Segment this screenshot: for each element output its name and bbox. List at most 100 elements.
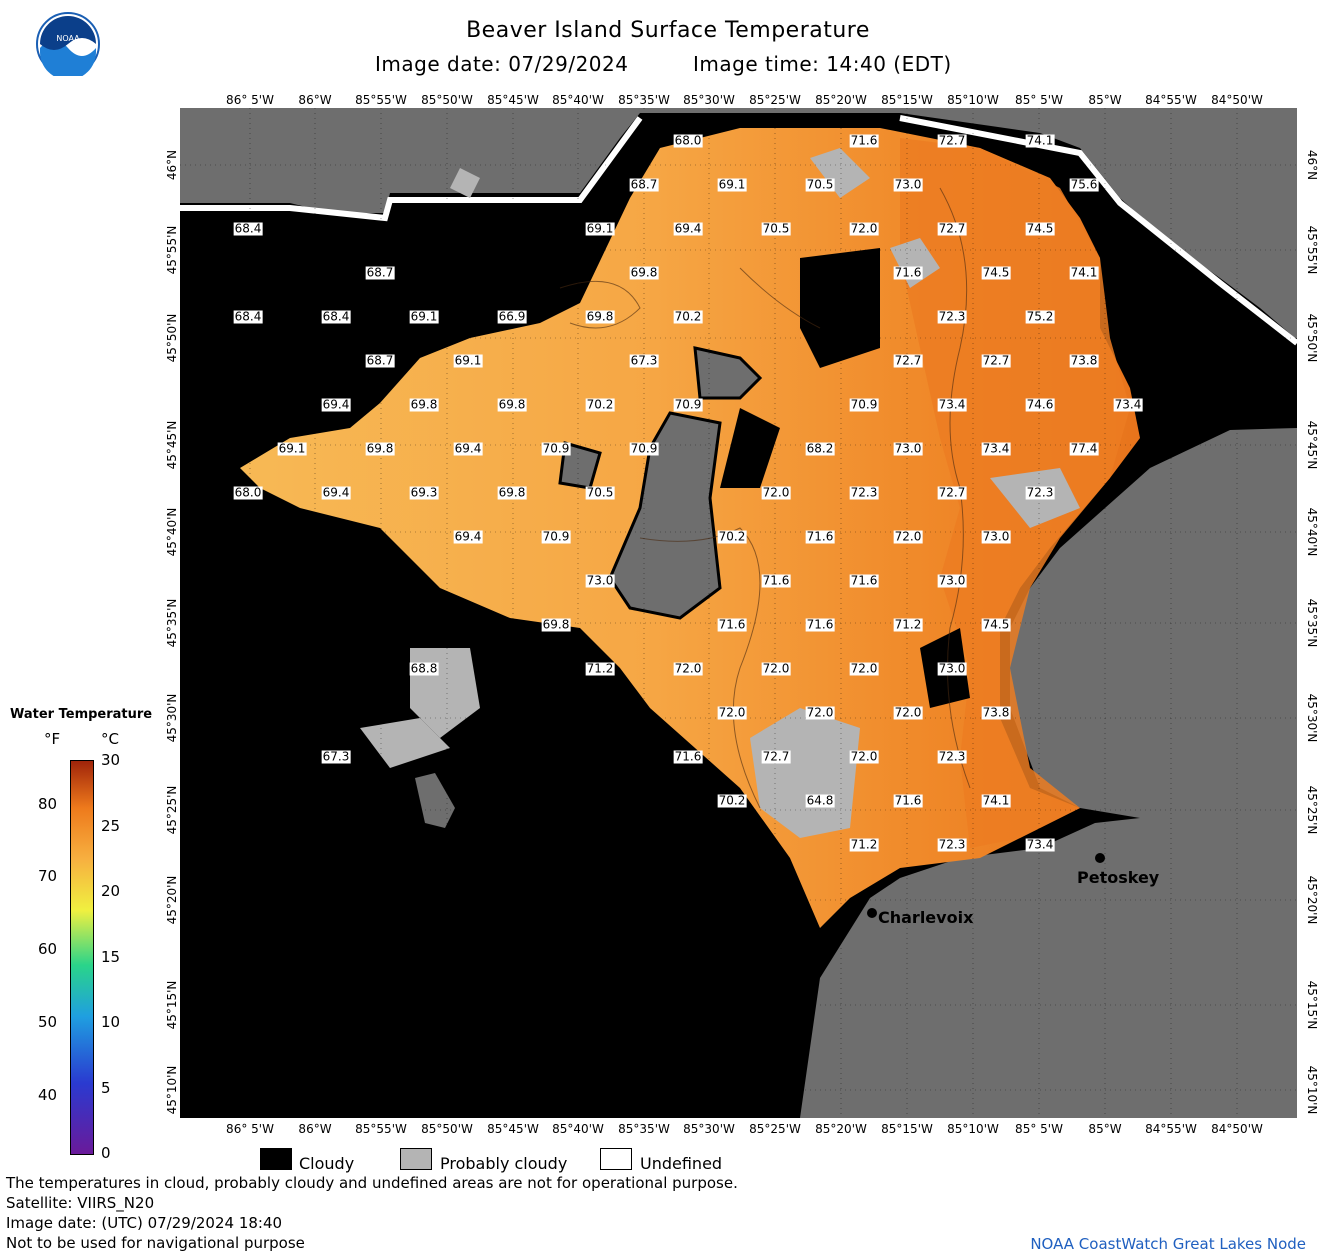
charlevoix-marker — [867, 908, 877, 918]
temperature-value-label: 70.9 — [849, 397, 879, 412]
temperature-value-label: 72.0 — [893, 705, 923, 720]
temperature-value-label: 71.6 — [673, 749, 703, 764]
lon-label-top: 85°15'W — [881, 93, 933, 107]
lat-label-right: 45°35'N — [1305, 598, 1319, 648]
lon-label-bottom: 85°45'W — [487, 1122, 539, 1136]
temperature-value-label: 71.2 — [893, 617, 923, 632]
image-time: Image time: 14:40 (EDT) — [693, 52, 952, 76]
colorbar-c-tick: 10 — [101, 1013, 121, 1031]
temperature-value-label: 73.0 — [937, 661, 967, 676]
legend-swatch-cloudy — [260, 1148, 292, 1170]
temperature-value-label: 72.7 — [937, 221, 967, 236]
temperature-value-label: 72.0 — [849, 749, 879, 764]
footer-disclaimer: The temperatures in cloud, probably clou… — [6, 1174, 738, 1192]
lon-label-bottom: 85°40'W — [552, 1122, 604, 1136]
colorbar-c-tick: 5 — [101, 1078, 111, 1097]
land-north-white-edge — [180, 115, 1297, 346]
lon-label-top: 85°35'W — [618, 93, 670, 107]
lon-label-top: 85°55'W — [355, 93, 407, 107]
lat-label-right: 45°30'N — [1305, 693, 1319, 743]
lat-label-right: 45°15'N — [1305, 980, 1319, 1030]
lat-label-right: 45°45'N — [1305, 420, 1319, 470]
temperature-value-label: 68.4 — [233, 309, 263, 324]
temperature-value-label: 70.9 — [541, 441, 571, 456]
temperature-value-label: 71.6 — [849, 573, 879, 588]
temperature-value-label: 69.1 — [717, 177, 747, 192]
lon-label-top: 85°W — [1088, 93, 1122, 107]
lat-label-left: 46°N — [165, 149, 179, 181]
lat-label-right: 45°40'N — [1305, 507, 1319, 557]
temperature-value-label: 72.7 — [761, 749, 791, 764]
temperature-value-label: 73.8 — [981, 705, 1011, 720]
temperature-value-label: 70.2 — [585, 397, 615, 412]
lon-label-bottom: 85° 5'W — [1015, 1122, 1063, 1136]
footer-navigation-warning: Not to be used for navigational purpose — [6, 1234, 305, 1252]
colorbar-f-tick: 60 — [38, 940, 58, 959]
temperature-value-label: 73.4 — [981, 441, 1011, 456]
temperature-value-label: 74.1 — [1069, 265, 1099, 280]
fox-island — [415, 773, 455, 828]
temperature-value-label: 72.3 — [937, 749, 967, 764]
lon-label-bottom: 86°W — [298, 1122, 332, 1136]
temperature-value-label: 71.6 — [805, 529, 835, 544]
legend-cloudy: Cloudy — [299, 1154, 355, 1173]
lon-label-top: 85°45'W — [487, 93, 539, 107]
legend-swatch-probably-cloudy — [400, 1148, 432, 1170]
lon-label-top: 85°50'W — [421, 93, 473, 107]
city-charlevoix: Charlevoix — [878, 908, 974, 927]
lon-label-top: 85°40'W — [552, 93, 604, 107]
temperature-value-label: 70.5 — [805, 177, 835, 192]
temperature-value-label: 73.0 — [893, 441, 923, 456]
lat-label-left: 45°10'N — [165, 1065, 179, 1115]
lat-label-left: 45°15'N — [165, 980, 179, 1030]
lat-label-left: 45°45'N — [165, 420, 179, 470]
lon-label-top: 86° 5'W — [226, 93, 274, 107]
lon-label-top: 85°25'W — [749, 93, 801, 107]
temperature-value-label: 69.1 — [585, 221, 615, 236]
lon-label-top: 85° 5'W — [1015, 93, 1063, 107]
lon-label-bottom: 85°20'W — [815, 1122, 867, 1136]
temperature-value-label: 74.1 — [981, 793, 1011, 808]
temperature-value-label: 72.0 — [761, 485, 791, 500]
temperature-value-label: 70.9 — [673, 397, 703, 412]
map-title: Beaver Island Surface Temperature — [466, 18, 870, 43]
lon-label-top: 84°55'W — [1145, 93, 1197, 107]
temperature-value-label: 72.0 — [761, 661, 791, 676]
temperature-value-label: 69.8 — [497, 485, 527, 500]
temperature-value-label: 74.6 — [1025, 397, 1055, 412]
lon-label-bottom: 84°55'W — [1145, 1122, 1197, 1136]
temperature-value-label: 73.4 — [937, 397, 967, 412]
temperature-value-label: 69.8 — [365, 441, 395, 456]
footer-utc-date: Image date: (UTC) 07/29/2024 18:40 — [6, 1214, 283, 1232]
lon-label-bottom: 84°50'W — [1211, 1122, 1263, 1136]
lat-label-right: 45°55'N — [1305, 225, 1319, 275]
colorbar-c-tick: 30 — [101, 751, 121, 769]
temperature-value-label: 68.7 — [629, 177, 659, 192]
temperature-value-label: 69.8 — [629, 265, 659, 280]
city-petoskey: Petoskey — [1077, 868, 1160, 887]
temperature-value-label: 72.0 — [849, 221, 879, 236]
lon-label-bottom: 85°55'W — [355, 1122, 407, 1136]
lat-label-left: 45°40'N — [165, 507, 179, 557]
temperature-value-label: 72.7 — [893, 353, 923, 368]
land-east — [800, 428, 1297, 1118]
temperature-value-label: 74.5 — [1025, 221, 1055, 236]
lon-label-top: 84°50'W — [1211, 93, 1263, 107]
temperature-value-label: 77.4 — [1069, 441, 1099, 456]
temperature-map — [180, 108, 1297, 1118]
lat-label-left: 45°35'N — [165, 598, 179, 648]
temperature-value-label: 70.2 — [717, 529, 747, 544]
temperature-value-label: 70.9 — [541, 529, 571, 544]
temperature-value-label: 74.1 — [1025, 133, 1055, 148]
temperature-value-label: 68.4 — [321, 309, 351, 324]
lat-label-right: 46°N — [1305, 149, 1319, 181]
colorbar-c-tick: 0 — [101, 1144, 111, 1162]
colorbar-f-tick: 40 — [38, 1085, 58, 1104]
temperature-value-label: 69.8 — [497, 397, 527, 412]
temperature-value-label: 73.4 — [1025, 837, 1055, 852]
graticule — [180, 108, 1297, 1118]
colorbar-f-tick: 70 — [38, 867, 58, 886]
temperature-value-label: 72.3 — [1025, 485, 1055, 500]
garden-island — [693, 346, 763, 400]
credit-link[interactable]: NOAA CoastWatch Great Lakes Node — [1030, 1235, 1306, 1253]
